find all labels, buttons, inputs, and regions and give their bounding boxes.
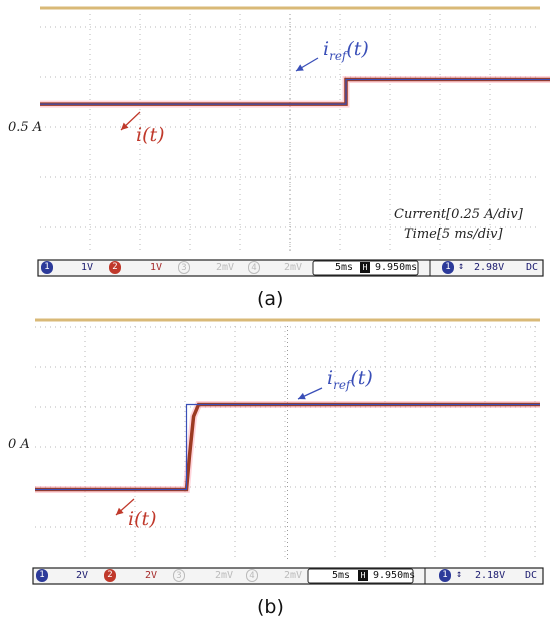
b-ch1-badge: 1 xyxy=(36,569,48,582)
b-trigger-badge: 1 xyxy=(439,569,451,582)
panel-a-caption: (a) xyxy=(257,288,284,310)
a-trigger-arrow-icon: ↕ xyxy=(458,261,465,272)
b-delay-value: 9.950ms xyxy=(373,570,416,581)
panel-b-i-arrow-head xyxy=(116,507,124,515)
panel-b-iref-arg: (t) xyxy=(350,367,373,389)
panel-b-iref-arrow-head xyxy=(298,392,306,400)
a-ch1-value: 1V xyxy=(81,262,94,273)
panel-a-scope-bar: 1 1V 2 1V 3 2mV 4 2mV 5ms H 9.950ms 1 ↕ … xyxy=(38,260,543,277)
panel-a-i-label: i(t) xyxy=(136,124,165,146)
a-ch4-badge: 4 xyxy=(248,261,260,274)
panel-a-iref-main: i xyxy=(323,38,330,60)
panel-b-iref-label: iref(t) xyxy=(327,367,373,392)
b-ch3-badge: 3 xyxy=(173,569,185,582)
panel-a-i-arrow-head xyxy=(121,122,129,130)
panel-a-scale-note-time: Time[5 ms/div] xyxy=(404,227,503,242)
panel-a-iref-sub: ref xyxy=(329,48,347,63)
a-ch3-value: 2mV xyxy=(216,262,235,273)
panel-b-iref-main: i xyxy=(327,367,334,389)
b-ch1-value: 2V xyxy=(76,570,89,581)
b-timebase-value: 5ms xyxy=(332,570,351,581)
b-ch4-value: 2mV xyxy=(284,570,303,581)
panel-a-scale-note-current: Current[0.25 A/div] xyxy=(394,207,523,222)
a-ch2-value: 1V xyxy=(150,262,163,273)
a-ch3-badge: 3 xyxy=(178,261,190,274)
b-trigger-value: 2.18V xyxy=(475,570,506,581)
a-coupling-value: DC xyxy=(526,262,539,273)
a-ch1-badge: 1 xyxy=(41,261,53,274)
panel-b-i-label: i(t) xyxy=(128,508,157,530)
a-trigger-badge: 1 xyxy=(442,261,454,274)
panel-b-y-annotation: 0 A xyxy=(8,437,30,452)
panel-a-series-iref xyxy=(40,78,550,105)
a-timebase-value: 5ms xyxy=(335,262,354,273)
b-ch4-badge: 4 xyxy=(246,569,258,582)
a-delay-icon: H xyxy=(360,262,370,273)
a-ch2-badge: 2 xyxy=(109,261,121,274)
b-delay-icon: H xyxy=(358,570,368,581)
panel-b-caption: (b) xyxy=(257,596,284,618)
b-coupling-value: DC xyxy=(525,570,538,581)
panel-b-scope-bar: 1 2V 2 2V 3 2mV 4 2mV 5ms H 9.950ms 1 ↕ … xyxy=(33,568,543,585)
b-ch3-value: 2mV xyxy=(215,570,234,581)
b-ch2-badge: 2 xyxy=(104,569,116,582)
panel-a-iref-label: iref(t) xyxy=(323,38,369,63)
panel-a-y-annotation: 0.5 A xyxy=(8,120,43,135)
b-trigger-arrow-icon: ↕ xyxy=(456,569,463,580)
panel-b-series-iref xyxy=(35,403,540,491)
panel-a-series-i-noise xyxy=(40,76,550,108)
panel-b-scope-bar-frame xyxy=(32,567,544,585)
panel-a-series-i xyxy=(40,77,550,106)
panel-a-iref-arg: (t) xyxy=(346,38,369,60)
a-trigger-value: 2.98V xyxy=(474,262,505,273)
panel-a-iref-arrow-head xyxy=(296,64,304,71)
b-ch2-value: 2V xyxy=(145,570,158,581)
a-delay-value: 9.950ms xyxy=(375,262,418,273)
panel-b-iref-sub: ref xyxy=(333,377,351,392)
a-ch4-value: 2mV xyxy=(284,262,303,273)
